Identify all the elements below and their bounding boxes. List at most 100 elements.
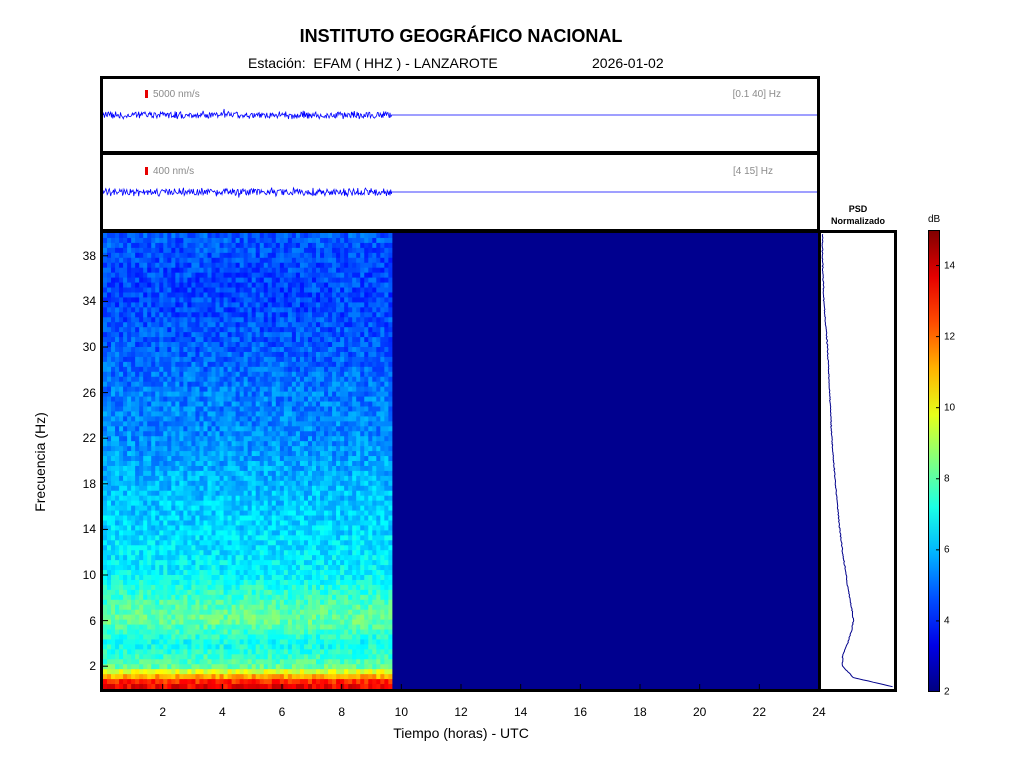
spectrogram-cell [295,530,301,536]
spectrogram-cell [312,347,317,353]
spectrogram-cell [103,292,108,299]
spectrogram-cell [147,480,152,487]
spectrogram-cell [179,312,184,318]
spectrogram-cell [283,451,289,457]
spectrogram-cell [187,470,193,477]
spectrogram-cell [127,654,132,660]
spectrogram-cell [155,371,160,378]
spectrogram-cell [255,480,261,487]
spectrogram-cell [175,664,180,670]
spectrogram-cell [279,560,285,566]
spectrogram-cell [135,262,140,269]
spectrogram-cell [203,242,209,249]
spectrogram-cell [287,451,293,457]
spectrogram-cell [155,619,160,626]
spectrogram-cell [151,480,156,487]
spectrogram-cell [139,366,144,373]
spectrogram-cell [267,525,273,531]
spectrogram-cell [195,297,201,303]
spectrogram-cell [275,490,281,497]
spectrogram-cell [235,674,241,680]
spectrogram-cell [119,391,124,398]
spectrogram-cell [131,322,136,328]
spectrogram-cell [223,237,229,244]
spectrogram-cell [303,659,309,665]
spectrogram-cell [159,639,164,645]
spectrogram-cell [179,307,184,313]
spectrogram-cell [316,565,321,571]
spectrogram-cell [123,475,128,482]
spectrogram-cell [195,446,201,452]
spectrogram-cell [203,356,209,363]
spectrogram-cell [175,421,180,427]
spectrogram-cell [303,510,309,517]
spectrogram-cell [207,391,213,398]
spectrogram-cell [291,654,297,660]
spectrogram-cell [219,262,225,269]
spectrogram-cell [219,426,225,432]
spectrogram-cell [263,475,269,482]
spectrogram-cell [159,322,164,328]
spectrogram-cell [183,406,188,413]
spectrogram-cell [279,490,285,497]
spectrogram-cell [127,679,132,685]
spectrogram-cell [131,312,136,318]
spectrogram-cell [251,515,257,522]
spectrogram-cell [147,550,152,556]
spectrogram-cell [123,589,128,596]
spectrogram-cell [231,684,237,690]
spectrogram-cell [263,614,269,621]
spectrogram-cell [235,530,241,536]
spectrogram-cell [135,406,140,413]
spectrogram-cell [207,485,213,492]
spectrogram-cell [303,406,309,413]
spectrogram-cell [287,347,293,353]
spectrogram-cell [291,456,297,462]
spectrogram-cell [275,485,281,492]
spectrogram-cell [243,639,249,645]
spectrogram-cell [107,461,112,467]
spectrogram-cell [163,401,168,408]
spectrogram-cell [163,456,168,462]
spectrogram-cell [215,267,221,274]
spectrogram-cell [139,307,144,313]
spectrogram-cell [287,570,293,576]
spectrogram-cell [199,297,205,303]
spectrogram-cell [183,312,188,318]
spectrogram-cell [207,669,213,675]
spectrogram-cell [103,525,108,531]
spectrogram-cell [183,317,188,323]
spectrogram-cell [131,347,136,353]
spectrogram-cell [159,282,164,289]
spectrogram-cell [107,550,112,556]
spectrogram-cell [287,495,293,502]
spectrogram-cell [187,461,193,467]
spectrogram-cell [275,604,281,611]
spectrogram-cell [259,312,265,318]
spectrogram-cell [303,515,309,522]
spectrogram-cell [287,644,293,650]
spectrogram-cell [119,465,124,472]
spectrogram-cell [159,386,164,393]
spectrogram-cell [291,669,297,675]
spectrogram-cell [239,307,245,313]
spectrogram-cell [227,282,233,289]
spectrogram-cell [163,386,168,393]
spectrogram-cell [227,307,233,313]
spectrogram-cell [151,371,156,378]
spectrogram-cell [243,237,249,244]
spectrogram-cell [283,366,289,373]
spectrogram-cell [207,495,213,502]
spectrogram-cell [211,322,217,328]
spectrogram-cell [187,446,193,452]
spectrogram-cell [303,446,309,452]
spectrogram-cell [235,604,241,611]
spectrogram-cell [287,361,293,368]
spectrogram-cell [191,272,197,279]
spectrogram-cell [179,485,184,492]
spectrogram-cell [191,302,197,308]
spectrogram-cell [103,416,108,422]
spectrogram-cell [191,669,197,675]
spectrogram-cell [103,505,108,512]
spectrogram-cell [219,609,225,616]
